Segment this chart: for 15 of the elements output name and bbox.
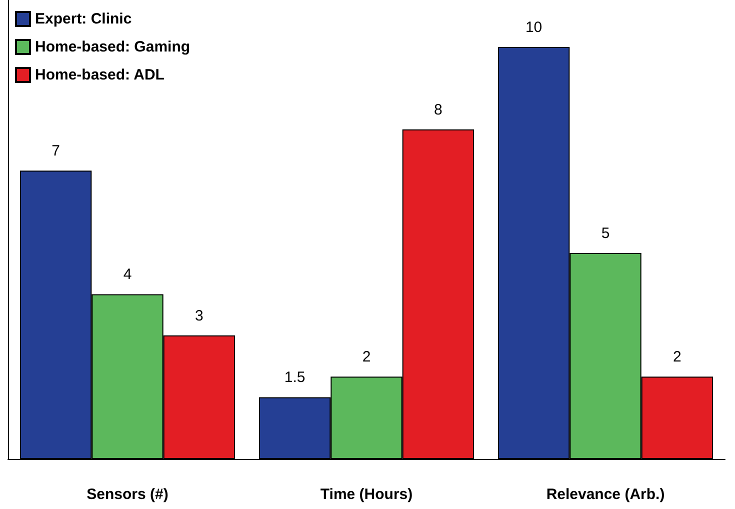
- data-label: 1.5: [284, 369, 306, 386]
- data-label: 4: [123, 266, 132, 284]
- x-tick-label: Relevance (Arb.): [546, 486, 665, 503]
- data-label: 8: [434, 101, 442, 118]
- data-label: 5: [601, 224, 610, 242]
- data-label: 2: [673, 348, 682, 366]
- data-label: 3: [195, 307, 204, 324]
- x-tick-label: Time (Hours): [320, 486, 413, 503]
- legend-label: Home-based: ADL: [35, 66, 164, 84]
- legend-label: Home-based: Gaming: [35, 38, 190, 56]
- data-label: 7: [52, 142, 60, 160]
- legend-label: Expert: Clinic: [35, 10, 132, 28]
- data-label: 10: [525, 18, 542, 36]
- x-tick-label: Sensors (#): [86, 486, 168, 503]
- data-label: 2: [362, 348, 371, 366]
